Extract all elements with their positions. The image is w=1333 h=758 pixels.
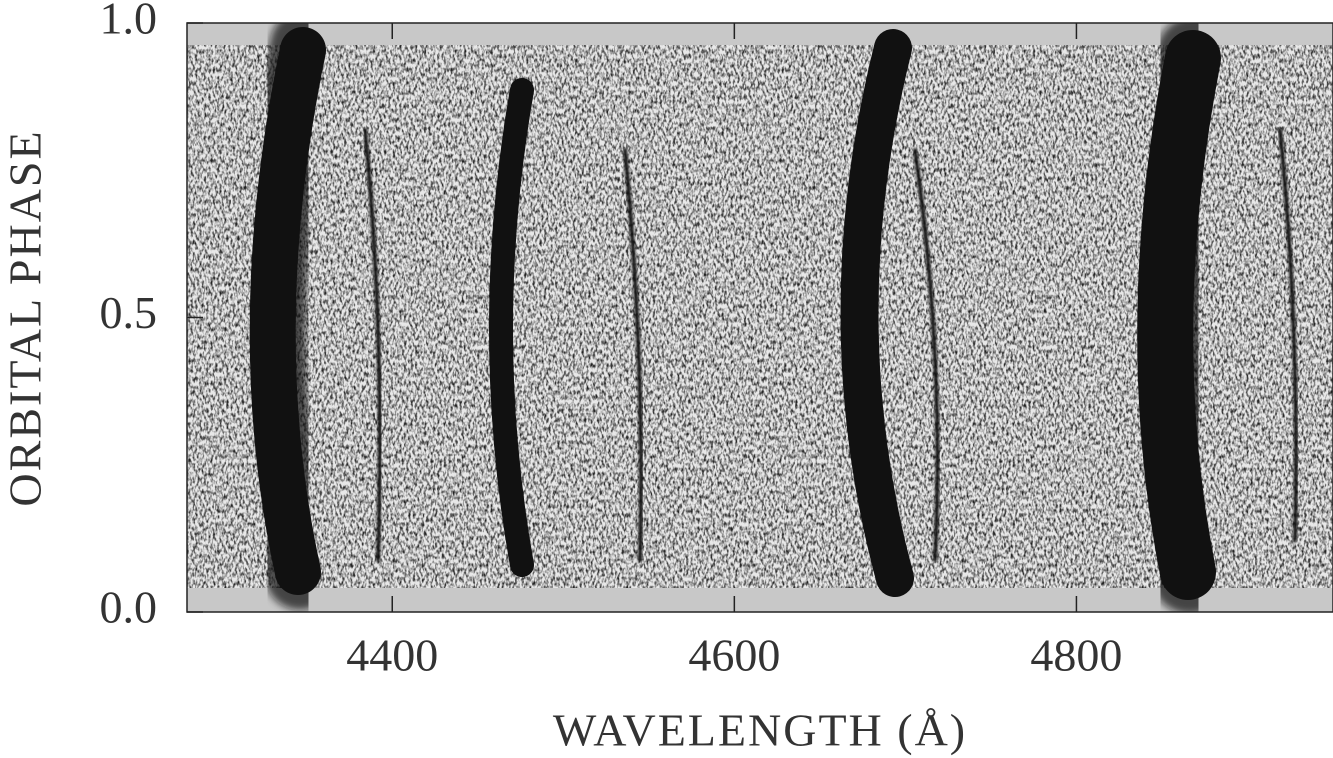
image-edge (187, 588, 1333, 612)
image-edge (187, 23, 1333, 45)
narrow-line (623, 148, 643, 562)
y-axis-title: ORBITAL PHASE (0, 129, 51, 506)
y-tick-label: 1.0 (100, 0, 158, 44)
x-tick-label: 4600 (688, 630, 780, 681)
x-axis-title: WAVELENGTH (Å) (553, 705, 967, 756)
emission-features (236, 23, 1298, 612)
spectrogram-image (187, 23, 1333, 612)
emission-line (1137, 30, 1221, 600)
emission-line (840, 29, 914, 597)
emission-line (489, 78, 534, 577)
x-tick-label: 4400 (346, 630, 438, 681)
emission-line (249, 27, 326, 595)
narrow-line (363, 128, 382, 562)
x-tick-label: 4800 (1030, 630, 1122, 681)
narrow-line (1278, 128, 1298, 542)
narrow-line (913, 148, 940, 562)
y-tick-label: 0.0 (100, 582, 158, 633)
y-tick-label: 0.5 (100, 287, 158, 338)
